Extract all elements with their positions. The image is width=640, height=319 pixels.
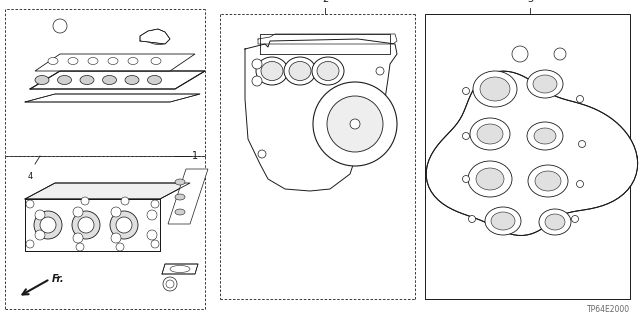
Circle shape — [34, 211, 62, 239]
Ellipse shape — [539, 209, 571, 235]
Circle shape — [327, 96, 383, 152]
Ellipse shape — [545, 214, 565, 230]
Circle shape — [147, 230, 157, 240]
Ellipse shape — [477, 124, 503, 144]
Polygon shape — [25, 199, 160, 251]
Ellipse shape — [476, 168, 504, 190]
Circle shape — [111, 233, 121, 243]
Polygon shape — [245, 39, 397, 191]
Ellipse shape — [147, 76, 161, 85]
Ellipse shape — [108, 57, 118, 64]
Ellipse shape — [175, 194, 185, 200]
Circle shape — [110, 211, 138, 239]
Ellipse shape — [284, 57, 316, 85]
Circle shape — [463, 132, 470, 139]
Circle shape — [468, 216, 476, 222]
Circle shape — [147, 210, 157, 220]
Text: 1: 1 — [192, 151, 198, 161]
Circle shape — [53, 19, 67, 33]
Circle shape — [151, 240, 159, 248]
Ellipse shape — [102, 76, 116, 85]
Circle shape — [73, 207, 83, 217]
Circle shape — [463, 87, 470, 94]
Ellipse shape — [535, 171, 561, 191]
Ellipse shape — [144, 33, 166, 45]
Ellipse shape — [80, 76, 94, 85]
Circle shape — [376, 67, 384, 75]
Circle shape — [72, 211, 100, 239]
Circle shape — [166, 280, 174, 288]
Circle shape — [577, 181, 584, 188]
Polygon shape — [426, 71, 637, 235]
Circle shape — [116, 217, 132, 233]
Text: 4: 4 — [28, 172, 33, 181]
Circle shape — [151, 200, 159, 208]
Circle shape — [111, 207, 121, 217]
Ellipse shape — [473, 71, 517, 107]
Circle shape — [121, 197, 129, 205]
Ellipse shape — [289, 62, 311, 80]
Circle shape — [252, 59, 262, 69]
Circle shape — [35, 210, 45, 220]
Circle shape — [76, 243, 84, 251]
Circle shape — [40, 217, 56, 233]
Polygon shape — [25, 94, 200, 102]
Text: TP64E2000: TP64E2000 — [587, 305, 630, 314]
Ellipse shape — [527, 70, 563, 98]
Ellipse shape — [48, 57, 58, 64]
Circle shape — [35, 230, 45, 240]
Ellipse shape — [35, 76, 49, 85]
Ellipse shape — [534, 128, 556, 144]
Circle shape — [81, 197, 89, 205]
Ellipse shape — [491, 212, 515, 230]
Circle shape — [26, 240, 34, 248]
Ellipse shape — [261, 62, 283, 80]
Text: Fr.: Fr. — [52, 274, 65, 284]
Ellipse shape — [470, 118, 510, 150]
Ellipse shape — [58, 76, 72, 85]
Polygon shape — [168, 169, 208, 224]
Polygon shape — [140, 29, 170, 44]
Ellipse shape — [312, 57, 344, 85]
Circle shape — [252, 76, 262, 86]
Circle shape — [78, 217, 94, 233]
Circle shape — [577, 95, 584, 102]
Ellipse shape — [88, 57, 98, 64]
Ellipse shape — [175, 179, 185, 185]
Ellipse shape — [485, 207, 521, 235]
Circle shape — [572, 216, 579, 222]
Circle shape — [26, 200, 34, 208]
Circle shape — [313, 82, 397, 166]
Ellipse shape — [256, 57, 288, 85]
Ellipse shape — [468, 161, 512, 197]
Ellipse shape — [128, 57, 138, 64]
Ellipse shape — [125, 76, 139, 85]
Circle shape — [116, 243, 124, 251]
Ellipse shape — [527, 122, 563, 150]
Ellipse shape — [317, 62, 339, 80]
Circle shape — [579, 140, 586, 147]
Circle shape — [350, 119, 360, 129]
Text: 3: 3 — [527, 0, 533, 4]
Polygon shape — [25, 183, 190, 199]
Ellipse shape — [170, 265, 190, 272]
Ellipse shape — [512, 46, 528, 62]
Polygon shape — [162, 264, 198, 274]
Ellipse shape — [528, 165, 568, 197]
Ellipse shape — [68, 57, 78, 64]
Ellipse shape — [554, 48, 566, 60]
Ellipse shape — [175, 209, 185, 215]
Text: 2: 2 — [322, 0, 328, 4]
Polygon shape — [30, 71, 205, 89]
Ellipse shape — [151, 57, 161, 64]
Ellipse shape — [480, 77, 510, 101]
Ellipse shape — [533, 75, 557, 93]
Circle shape — [463, 175, 470, 182]
Circle shape — [163, 277, 177, 291]
Polygon shape — [35, 54, 195, 71]
Circle shape — [258, 150, 266, 158]
Circle shape — [73, 233, 83, 243]
